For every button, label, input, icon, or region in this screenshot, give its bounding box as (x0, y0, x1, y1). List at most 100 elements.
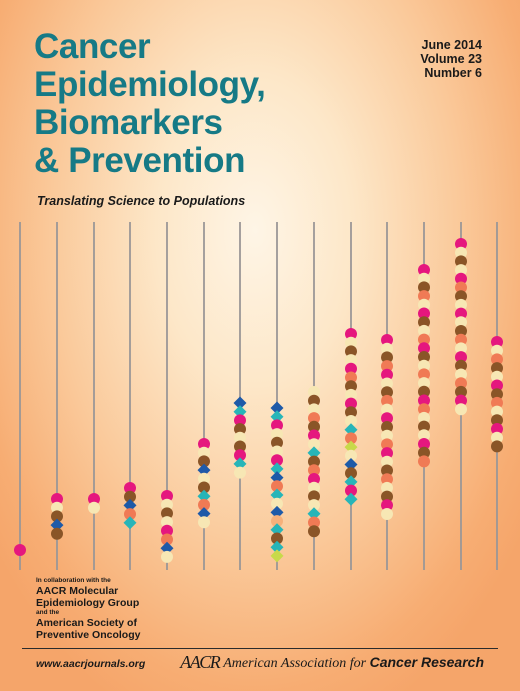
artwork-dot (455, 385, 467, 398)
artwork-dot (381, 490, 393, 503)
artwork-dot (161, 490, 173, 502)
artwork-dot (308, 490, 320, 503)
artwork-dot (418, 446, 430, 459)
artwork-dot (161, 550, 173, 563)
artwork-dot (381, 438, 393, 451)
artwork-dot (381, 334, 393, 346)
artwork-dot (381, 342, 393, 355)
artwork-diamond (270, 462, 284, 476)
artwork-diamond (233, 457, 247, 471)
artwork-dot (308, 525, 320, 538)
artwork-diamond (344, 440, 358, 454)
artwork-diamond (270, 471, 284, 485)
collab-connector: and the (36, 609, 60, 616)
artwork-dot (234, 414, 246, 427)
artwork-dot (381, 403, 393, 416)
artwork-dot (161, 507, 173, 520)
artwork-dot (455, 333, 467, 346)
artwork-diamond (123, 516, 137, 530)
artwork-dot (418, 333, 430, 346)
artwork-dot (124, 490, 136, 503)
artwork-dot (418, 272, 430, 285)
artwork-dot (455, 403, 467, 416)
title-line: Biomarkers (34, 103, 223, 142)
artwork-dot (455, 281, 467, 294)
artwork-dot (234, 423, 246, 436)
artwork-dot (308, 386, 320, 398)
artwork-dot (381, 351, 393, 364)
artwork-dot (161, 498, 173, 511)
artwork-dot (418, 438, 430, 450)
artwork-dot (491, 431, 503, 444)
title-line: & Prevention (34, 141, 246, 180)
artwork-dot (345, 380, 357, 393)
artwork-dot (418, 290, 430, 303)
artwork-dot (345, 449, 357, 462)
artwork-dot (51, 493, 63, 505)
artwork-dot (418, 429, 430, 442)
artwork-dot (455, 342, 467, 355)
artwork-dot (418, 359, 430, 372)
artwork-diamond (307, 507, 321, 521)
artwork-dot (491, 336, 503, 348)
artwork-dot (88, 501, 100, 514)
artwork-diamond (307, 446, 321, 460)
artwork-dot (51, 527, 63, 540)
artwork-dot (198, 498, 210, 511)
artwork-dot (381, 421, 393, 433)
artwork-dot (308, 464, 320, 477)
artwork-dot (491, 353, 503, 366)
artwork-diamond (270, 410, 284, 424)
artwork-dot (455, 351, 467, 364)
artwork-diamond (344, 423, 358, 437)
artwork-dot (198, 438, 210, 450)
artwork-dot (345, 362, 357, 375)
artwork-dot (308, 412, 320, 425)
artwork-dot (345, 328, 357, 340)
artwork-dot (418, 368, 430, 381)
artwork-dot (308, 420, 320, 433)
issue-volume: Volume 23 (420, 52, 482, 66)
artwork-dot (308, 473, 320, 485)
artwork-dot (381, 455, 393, 468)
artwork-dot (418, 411, 430, 424)
artwork-dot (455, 246, 467, 259)
publisher-prefix: American Association for (223, 655, 370, 671)
artwork-dot (308, 429, 320, 442)
artwork-dot (271, 497, 283, 510)
artwork-dot (345, 406, 357, 419)
footer-divider (22, 648, 498, 649)
artwork-dot (345, 345, 357, 358)
collab-group1-line1: AACR Molecular (36, 585, 119, 597)
artwork-dot (418, 394, 430, 407)
collab-group2-line1: American Society of (36, 617, 137, 629)
artwork-dot (381, 412, 393, 425)
artwork-diamond (270, 523, 284, 537)
artwork-dot (418, 307, 430, 320)
artwork-dot (381, 377, 393, 390)
artwork-dot (455, 307, 467, 320)
artwork-dot (88, 493, 100, 505)
artwork-dot (124, 508, 136, 521)
publisher-name: American Association for Cancer Research (223, 654, 484, 672)
artwork-dot (381, 447, 393, 460)
collab-group1-line2: Epidemiology Group (36, 597, 140, 609)
artwork-dot (381, 429, 393, 442)
artwork-dot (198, 446, 210, 459)
artwork-dot (271, 515, 283, 528)
artwork-dot (418, 377, 430, 390)
artwork-dot (198, 516, 210, 529)
artwork-diamond (270, 505, 284, 519)
website-link[interactable]: www.aacrjournals.org (36, 658, 146, 670)
artwork-dot (491, 440, 503, 453)
artwork-dot (308, 394, 320, 407)
artwork-dot (161, 516, 173, 529)
artwork-dot (381, 508, 393, 520)
artwork-dot (455, 298, 467, 311)
collab-group2-line2: Preventive Oncology (36, 629, 141, 641)
artwork-dot (308, 516, 320, 529)
artwork-dot (455, 255, 467, 268)
artwork-dot (124, 482, 136, 494)
